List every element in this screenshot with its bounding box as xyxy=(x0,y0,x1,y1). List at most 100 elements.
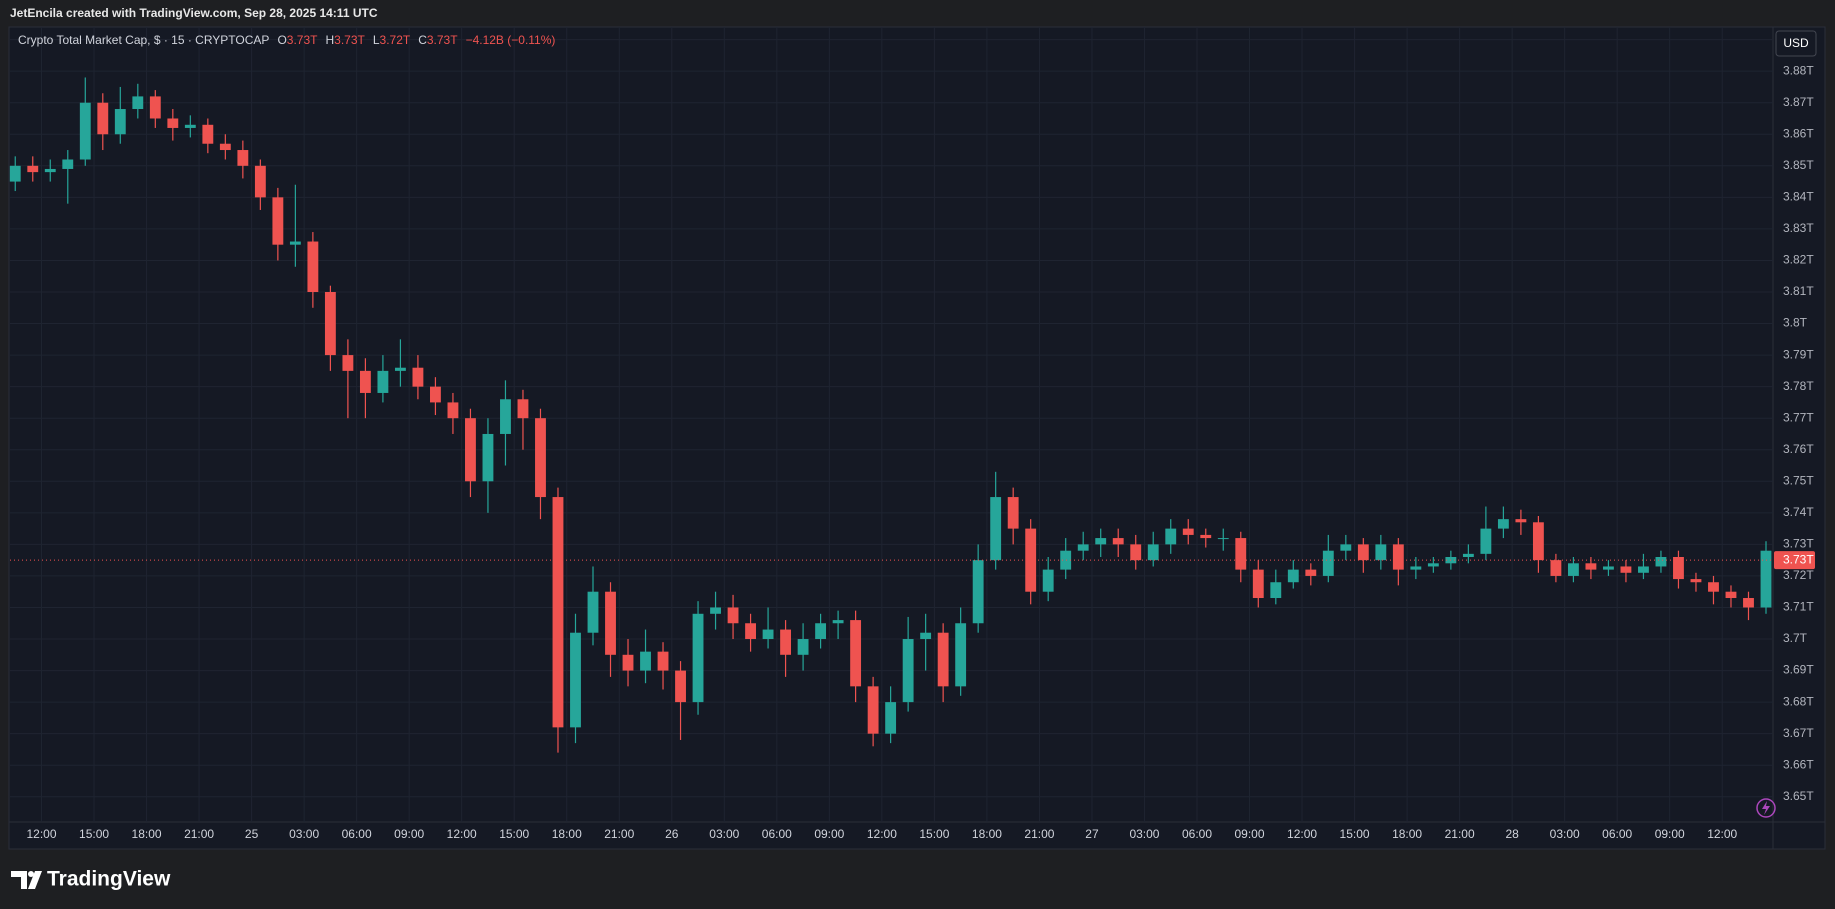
axes: 3.65T 3.66T 3.67T 3.68T 3.69T 3.7T 3.71T 3.72T 3… xyxy=(10,32,1815,841)
x-tick-label: 21:00 xyxy=(1024,827,1054,841)
candle-body xyxy=(1165,528,1177,545)
candle-body xyxy=(1410,566,1422,570)
candle-body xyxy=(867,686,879,734)
ohlc-key: O xyxy=(277,33,286,47)
ohlc-value: 3.72T xyxy=(380,33,411,47)
x-tick-label: 12:00 xyxy=(1287,827,1317,841)
logo-mark xyxy=(11,871,27,889)
candle-body xyxy=(552,497,564,728)
y-tick-label: 3.74T xyxy=(1783,505,1814,519)
y-tick-label: 3.65T xyxy=(1783,789,1814,803)
y-tick-label: 3.68T xyxy=(1783,694,1814,708)
candle-body xyxy=(1655,557,1667,567)
ohlc-key: L xyxy=(373,33,380,47)
x-tick-label: 03:00 xyxy=(709,827,739,841)
candle-body xyxy=(1550,560,1562,576)
x-tick-label: 15:00 xyxy=(499,827,529,841)
candle-body xyxy=(289,241,301,245)
candle-body xyxy=(1603,566,1614,570)
x-tick-label: 18:00 xyxy=(552,827,582,841)
candle-body xyxy=(254,165,266,198)
candle-body xyxy=(307,241,319,292)
y-tick-label: 3.76T xyxy=(1783,442,1814,456)
candle-body xyxy=(1480,528,1492,554)
y-tick-label: 3.72T xyxy=(1783,568,1814,582)
candle-body xyxy=(97,102,109,135)
candle-body xyxy=(1287,569,1299,583)
y-tick-label: 3.84T xyxy=(1783,190,1814,204)
candle-body xyxy=(202,124,214,144)
candle-body xyxy=(1392,544,1404,570)
change-value: −4.12B (−0.11%) xyxy=(466,33,556,47)
candle-body xyxy=(1708,582,1719,592)
x-tick-label: 06:00 xyxy=(342,827,372,841)
y-tick-label: 3.77T xyxy=(1783,410,1814,424)
logo-slash xyxy=(28,871,42,889)
brand-logo xyxy=(11,871,42,889)
currency-button[interactable] xyxy=(1775,30,1817,57)
candle-body xyxy=(990,497,1002,561)
y-tick-label: 3.78T xyxy=(1783,379,1814,393)
candle-body xyxy=(710,607,721,614)
x-tick-label: 12:00 xyxy=(1707,827,1737,841)
candle-body xyxy=(237,150,249,166)
candle-body xyxy=(1252,569,1264,599)
y-tick-label: 3.85T xyxy=(1783,158,1814,172)
candle-body xyxy=(114,109,126,135)
candle-body xyxy=(342,355,354,371)
candle-body xyxy=(167,118,179,128)
last-price-box xyxy=(1774,551,1815,570)
symbol-legend: Crypto Total Market Cap, $ · 15 · CRYPTO… xyxy=(18,33,555,47)
candle-body xyxy=(587,591,599,633)
x-tick-label: 18:00 xyxy=(972,827,1002,841)
x-tick-label: 21:00 xyxy=(184,827,214,841)
x-tick-label: 21:00 xyxy=(1445,827,1475,841)
candle-body xyxy=(815,623,827,640)
candle-body xyxy=(745,623,756,640)
candle-body xyxy=(465,418,476,482)
candle-body xyxy=(359,370,371,393)
x-tick-label: 03:00 xyxy=(289,827,319,841)
candle-body xyxy=(1427,563,1439,567)
y-tick-label: 3.67T xyxy=(1783,726,1814,740)
x-tick-label: 25 xyxy=(245,827,259,841)
candle-body xyxy=(1340,544,1352,551)
last-price-label: 3.73T xyxy=(1783,552,1814,566)
x-tick-label: 06:00 xyxy=(1182,827,1212,841)
candle-body xyxy=(850,620,862,687)
candle-body xyxy=(1690,579,1702,583)
y-tick-label: 3.86T xyxy=(1783,126,1814,140)
candle-body xyxy=(149,96,161,119)
candle-body xyxy=(1585,563,1597,570)
candle-body xyxy=(762,629,774,640)
candle-body xyxy=(430,386,441,403)
candle-body xyxy=(9,165,21,182)
candle-body xyxy=(27,165,39,173)
candle-body xyxy=(1743,598,1754,608)
candle-body xyxy=(1007,497,1019,529)
ohlc-key: C xyxy=(418,33,427,47)
x-tick-label: 27 xyxy=(1085,827,1099,841)
x-tick-label: 03:00 xyxy=(1129,827,1159,841)
candle-body xyxy=(657,651,669,671)
candle-body xyxy=(1235,538,1247,570)
candle-body xyxy=(640,651,651,671)
candle-body xyxy=(447,402,459,419)
candle-body xyxy=(1217,538,1229,540)
x-tick-label: 21:00 xyxy=(604,827,634,841)
candle-body xyxy=(1270,582,1282,599)
candle-body xyxy=(62,159,74,169)
y-tick-label: 3.66T xyxy=(1783,757,1814,771)
candle-body xyxy=(832,620,844,624)
x-tick-label: 15:00 xyxy=(1340,827,1370,841)
y-tick-label: 3.87T xyxy=(1783,95,1814,109)
candle-body xyxy=(1725,591,1737,599)
candle-body xyxy=(1375,544,1387,561)
x-tick-label: 12:00 xyxy=(867,827,897,841)
y-tick-label: 3.79T xyxy=(1783,347,1814,361)
y-tick-label: 3.7T xyxy=(1783,631,1808,645)
alert-icon[interactable] xyxy=(1756,798,1776,818)
candle-body xyxy=(885,702,897,734)
chart-panel xyxy=(8,26,1826,850)
